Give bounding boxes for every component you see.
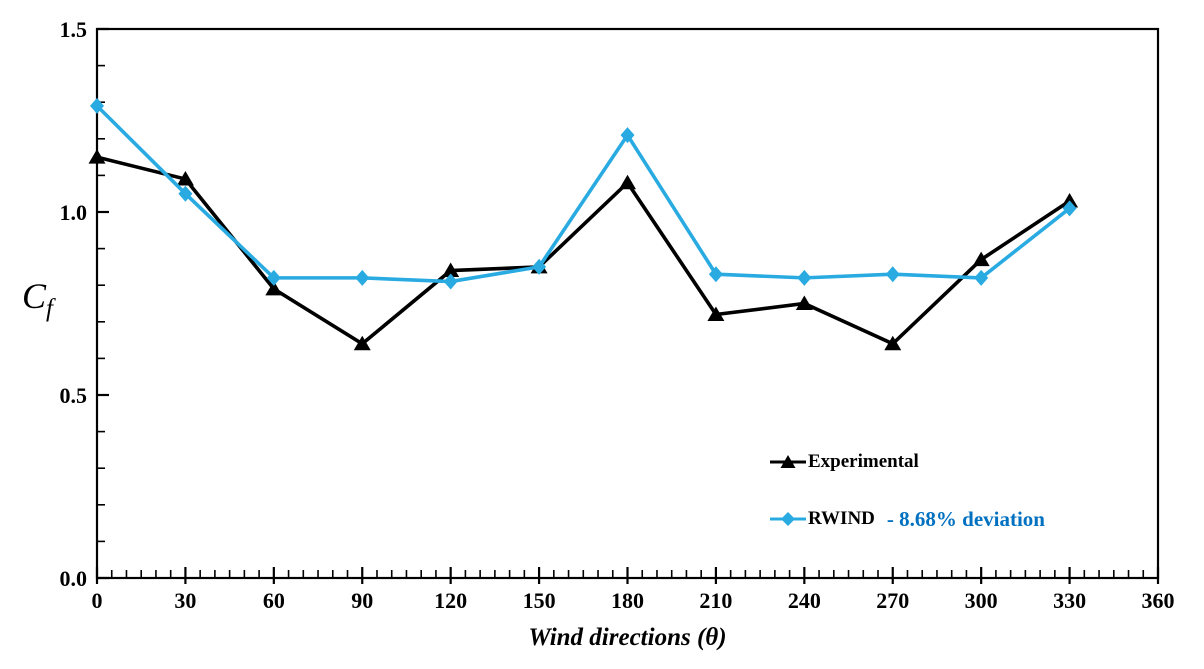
svg-text:210: 210 (699, 588, 732, 613)
rwind-line-diamond-marker-icon (770, 510, 806, 528)
legend-label-rwind: RWIND (808, 508, 875, 529)
svg-text:1.5: 1.5 (60, 17, 88, 42)
y-axis-label: Cf (22, 278, 102, 321)
svg-text:90: 90 (351, 588, 373, 613)
legend-label-experimental: Experimental (808, 451, 919, 472)
y-axis-label-sub: f (46, 295, 53, 322)
deviation-annotation: - 8.68% deviation (886, 506, 1045, 531)
svg-text:360: 360 (1142, 588, 1175, 613)
svg-text:0.5: 0.5 (60, 383, 88, 408)
experimental-line-triangle-marker-icon (770, 453, 806, 471)
chart-legend: Experimental RWIND - 8.68% deviation (770, 447, 1045, 534)
svg-text:0.0: 0.0 (60, 566, 88, 591)
legend-item-experimental: Experimental (770, 447, 1045, 477)
svg-text:30: 30 (174, 588, 196, 613)
svg-text:300: 300 (965, 588, 998, 613)
svg-text:1.0: 1.0 (60, 200, 88, 225)
svg-text:60: 60 (263, 588, 285, 613)
svg-text:180: 180 (611, 588, 644, 613)
svg-text:0: 0 (92, 588, 103, 613)
svg-text:150: 150 (523, 588, 556, 613)
svg-text:120: 120 (434, 588, 467, 613)
svg-text:240: 240 (788, 588, 821, 613)
svg-text:270: 270 (876, 588, 909, 613)
legend-item-rwind: RWIND - 8.68% deviation (770, 504, 1045, 534)
svg-text:330: 330 (1053, 588, 1086, 613)
x-axis-label: Wind directions (θ) (528, 624, 727, 651)
y-axis-label-main: C (22, 276, 47, 316)
